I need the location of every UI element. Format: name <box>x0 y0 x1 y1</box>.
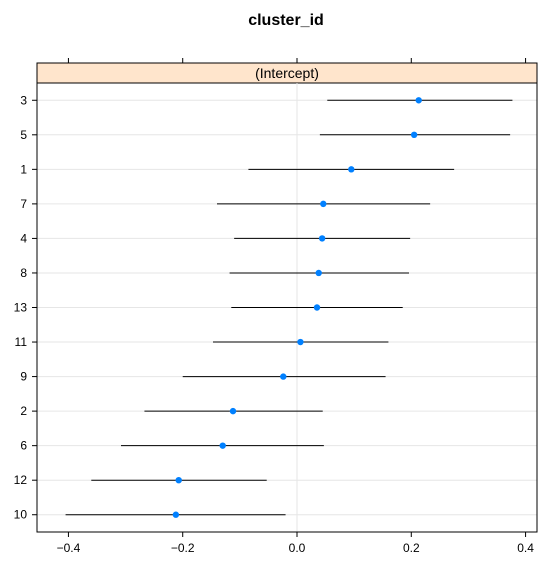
point-6 <box>219 442 226 449</box>
y-tick-label-1: 1 <box>20 162 27 176</box>
point-9 <box>280 373 287 380</box>
point-3 <box>415 97 422 104</box>
panel-frame <box>36 62 538 533</box>
chart-title: cluster_id <box>248 12 324 29</box>
y-tick-label-8: 8 <box>20 266 27 280</box>
point-2 <box>229 407 237 415</box>
point-4 <box>318 235 326 242</box>
x-tick-label: 0.2 <box>403 541 420 555</box>
x-tick-label: 0.0 <box>289 541 306 555</box>
y-tick-label-3: 3 <box>20 93 27 107</box>
estimate-points <box>172 97 422 518</box>
panel-strip-label: (Intercept) <box>255 65 319 81</box>
point-7 <box>320 200 327 208</box>
point-11 <box>297 338 304 346</box>
point-13 <box>313 304 321 311</box>
y-tick-label-4: 4 <box>20 231 27 245</box>
axes: 3 5 1 7 4 8 13 11 9 2 6 12 10 −0.4 −0.2 0.0 0.2 0.4 <box>14 58 534 555</box>
y-tick-label-2: 2 <box>20 404 27 418</box>
point-1 <box>348 166 355 173</box>
point-5 <box>410 131 418 139</box>
x-tick-label: −0.4 <box>57 541 81 555</box>
x-tick-label: −0.2 <box>171 541 195 555</box>
y-tick-label-5: 5 <box>20 128 27 142</box>
y-tick-label-10: 10 <box>14 508 28 522</box>
y-tick-label-13: 13 <box>14 301 28 315</box>
point-10 <box>172 511 180 518</box>
point-12 <box>175 476 182 484</box>
y-tick-label-11: 11 <box>15 335 28 349</box>
x-tick-label: 0.4 <box>517 541 534 555</box>
y-tick-label-12: 12 <box>14 473 28 487</box>
y-tick-label-6: 6 <box>20 439 27 453</box>
y-tick-label-7: 7 <box>20 197 27 211</box>
y-tick-label-9: 9 <box>20 370 27 384</box>
point-8 <box>315 269 322 277</box>
